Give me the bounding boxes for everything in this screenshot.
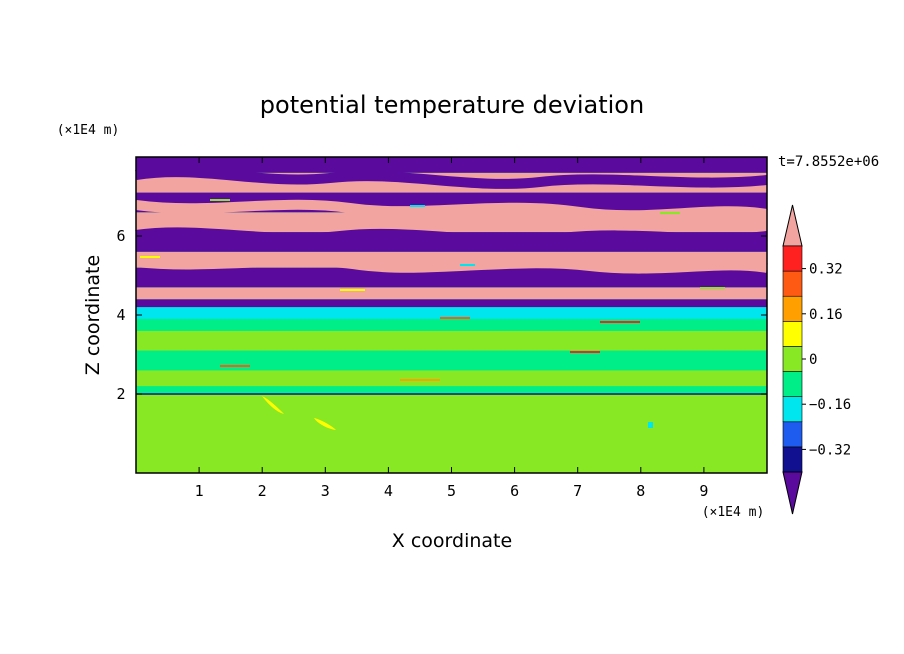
colorbar-tick-label: −0.16	[809, 397, 851, 413]
contour-layer	[136, 318, 767, 331]
swirl-blob	[480, 402, 620, 430]
x-tick-label: 5	[447, 482, 456, 500]
x-tick-label: 9	[699, 482, 708, 500]
x-tick-label: 8	[636, 482, 645, 500]
colorbar-box	[782, 371, 803, 397]
colorbar-box	[782, 245, 803, 272]
colorbar-box	[782, 396, 803, 423]
x-tick-label: 4	[384, 482, 393, 500]
y-axis-label: Z coordinate	[82, 255, 104, 375]
y-axis-unit: (×1E4 m)	[57, 123, 120, 138]
swirl-blob	[360, 420, 525, 470]
x-tick-label: 7	[573, 482, 582, 500]
colorbar-tick-label: 0.16	[809, 307, 843, 323]
swirl-blob	[150, 414, 345, 470]
y-tick-label: 2	[116, 385, 125, 403]
colorbar	[782, 204, 803, 515]
x-tick-label: 1	[195, 482, 204, 500]
x-axis-unit: (×1E4 m)	[702, 505, 765, 520]
y-tick-label: 4	[116, 306, 125, 324]
plot-area	[135, 156, 768, 474]
x-axis-ticks: 1 2 3 4 5 6 7 8 9	[195, 157, 708, 500]
contour-layer	[136, 350, 767, 371]
colorbar-extend-bottom	[782, 471, 803, 515]
warm-spot	[262, 396, 284, 414]
wave-band	[135, 227, 768, 246]
colorbar-box	[782, 295, 803, 322]
y-tick-label: 6	[116, 227, 125, 245]
time-label: t=7.8552e+06	[778, 154, 879, 170]
colorbar-tick-label: −0.32	[809, 442, 851, 458]
colorbar-box	[782, 270, 803, 297]
colorbar-ticks: 0.32 0.16 0 −0.16 −0.32	[802, 262, 851, 458]
contour-layer	[136, 287, 767, 300]
lower-swirls	[136, 401, 767, 470]
cool-spot	[648, 422, 653, 428]
colorbar-extend-top	[782, 204, 803, 247]
colorbar-box	[782, 421, 803, 448]
contour-layer	[136, 330, 767, 351]
x-tick-label: 3	[321, 482, 330, 500]
chart-title: potential temperature deviation	[260, 91, 644, 119]
x-tick-label: 6	[510, 482, 519, 500]
contour-layer	[136, 307, 767, 319]
contour-layer	[136, 370, 767, 387]
colorbar-box	[782, 446, 803, 473]
x-axis-label: X coordinate	[392, 530, 512, 552]
wave-band	[135, 256, 768, 274]
colorbar-box	[782, 346, 803, 372]
swirl-blob	[690, 409, 767, 445]
x-tick-label: 2	[258, 482, 267, 500]
colorbar-tick-label: 0.32	[809, 262, 843, 278]
y-axis-ticks: 2 4 6	[116, 227, 767, 403]
contour-layer	[136, 386, 767, 394]
lower-highlights	[262, 396, 653, 430]
swirl-blob	[136, 401, 270, 445]
colorbar-box	[782, 321, 803, 347]
wave-band	[135, 167, 768, 189]
warm-spot	[314, 418, 336, 430]
swirl-blob	[560, 426, 700, 470]
contour-layer	[136, 157, 767, 173]
upper-speckles	[136, 199, 767, 395]
colorbar-tick-label: 0	[809, 352, 817, 368]
contour-layer	[136, 299, 767, 308]
